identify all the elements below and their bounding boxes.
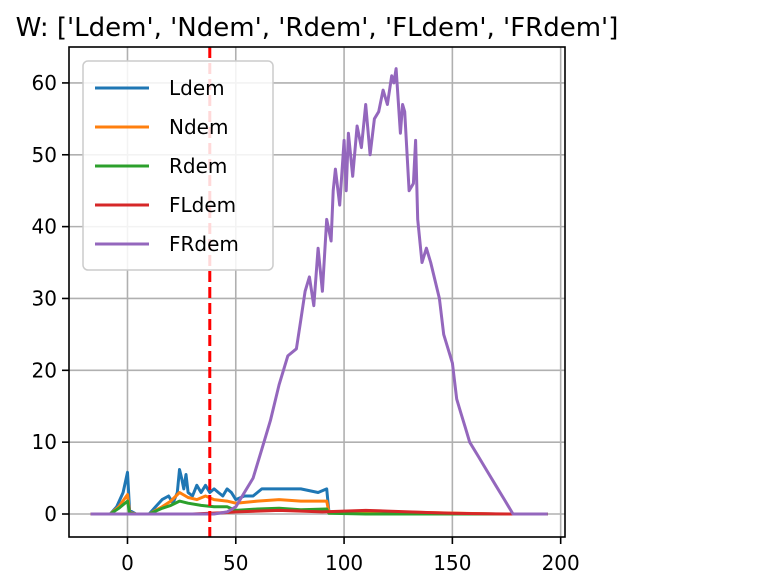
y-tick-label: 0: [44, 502, 57, 526]
y-tick-label: 40: [32, 215, 57, 239]
legend: Ldem Ndem Rdem FLdem FRdem: [82, 60, 274, 271]
series-layer: [90, 67, 548, 516]
legend-label-frdem: FRdem: [169, 232, 239, 256]
x-tick-label: 150: [433, 551, 471, 575]
plot-frame: [68, 46, 566, 538]
x-tick-label: 200: [542, 551, 580, 575]
series-line-rdem: [90, 499, 548, 516]
y-tick-label: 60: [32, 71, 57, 95]
legend-label-fldem: FLdem: [169, 193, 236, 217]
chart-title: W: ['Ldem', 'Ndem', 'Rdem', 'FLdem', 'FR…: [16, 13, 619, 43]
legend-label-ldem: Ldem: [169, 76, 225, 100]
x-tick-label: 50: [223, 551, 248, 575]
x-tick-label: 100: [325, 551, 363, 575]
legend-label-rdem: Rdem: [169, 154, 227, 178]
legend-box: [82, 60, 274, 271]
y-tick-label: 20: [32, 358, 57, 382]
series-line-frdem: [90, 67, 548, 516]
y-tick-label: 30: [32, 286, 57, 310]
axis-ticks: 0 50 100 150 200 0 10 20 30 40 50 60: [32, 71, 580, 575]
y-tick-label: 10: [32, 430, 57, 454]
y-tick-label: 50: [32, 143, 57, 167]
x-tick-label: 0: [121, 551, 134, 575]
legend-label-ndem: Ndem: [169, 115, 228, 139]
